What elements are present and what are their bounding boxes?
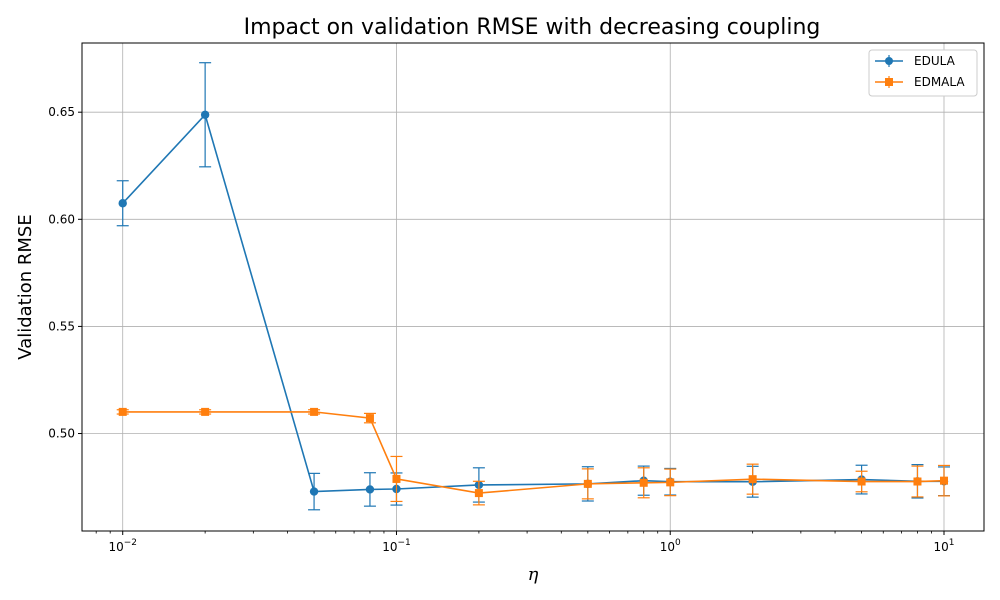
- legend: EDULA EDMALA: [868, 49, 978, 97]
- data-point: [639, 478, 648, 487]
- legend-marker-edula: [885, 57, 893, 65]
- series-layer: [116, 62, 950, 511]
- x-tick-label: 101: [933, 538, 954, 554]
- legend-entry-edmala: EDMALA: [875, 75, 965, 89]
- y-tick-label: 0.55: [48, 319, 75, 333]
- legend-entry-edula: EDULA: [875, 54, 956, 68]
- data-point: [857, 477, 866, 486]
- data-point: [365, 414, 374, 423]
- y-tick-label: 0.60: [48, 212, 75, 226]
- data-point: [392, 474, 401, 483]
- y-tick-label: 0.50: [48, 427, 75, 441]
- y-tick-label: 0.65: [48, 105, 75, 119]
- data-point: [310, 407, 319, 416]
- data-point: [583, 479, 592, 488]
- data-point: [118, 407, 127, 416]
- data-point: [201, 407, 210, 416]
- data-point: [666, 478, 675, 487]
- grid: [82, 43, 984, 531]
- x-tick-label: 10−1: [382, 538, 411, 554]
- x-tick-label: 10−2: [108, 538, 137, 554]
- x-tick-label: 100: [660, 538, 681, 554]
- ticks: 0.50 0.55 0.60 0.65 10−2 10−1 100 101: [48, 105, 954, 554]
- series-edmala: [116, 407, 950, 506]
- data-point: [913, 477, 922, 486]
- data-point: [365, 485, 375, 494]
- y-axis-title: Validation RMSE: [15, 214, 36, 359]
- plot-area-frame: [81, 42, 985, 532]
- data-point: [309, 487, 319, 496]
- data-point: [939, 476, 948, 485]
- data-point: [474, 489, 483, 498]
- legend-label-edula: EDULA: [914, 54, 956, 68]
- data-point: [118, 199, 127, 208]
- legend-label-edmala: EDMALA: [914, 75, 965, 89]
- x-axis-title: η: [528, 564, 539, 585]
- legend-marker-edmala: [885, 78, 893, 86]
- data-point: [748, 475, 757, 484]
- chart-title: Impact on validation RMSE with decreasin…: [244, 15, 821, 40]
- data-point: [200, 110, 210, 119]
